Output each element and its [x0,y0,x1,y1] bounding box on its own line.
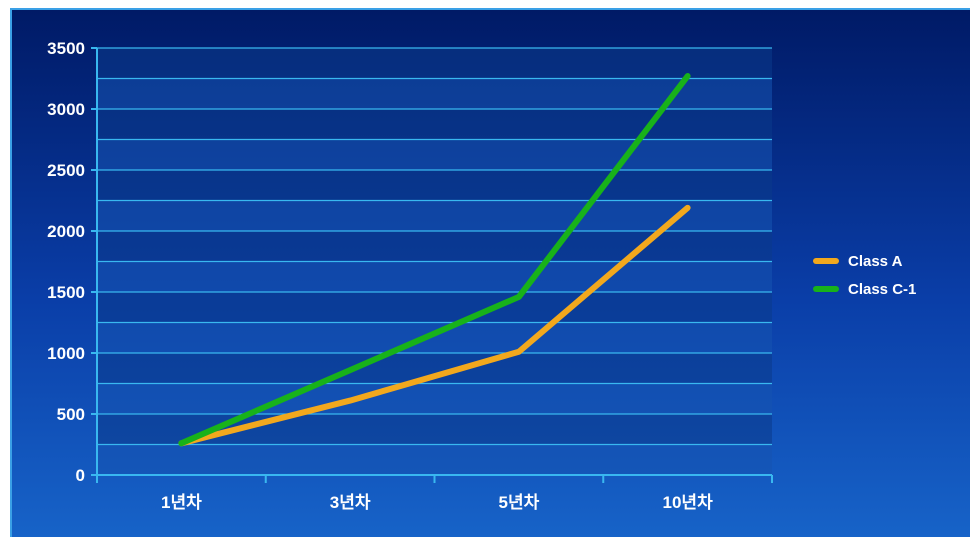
series-line-class-c-1 [178,73,691,447]
y-tick-labels: 0 500 1000 1500 2000 2500 3000 3500 [47,39,85,485]
y-tick-label: 0 [76,466,85,485]
series-lines [178,73,691,447]
x-tick-label: 10년차 [663,493,714,512]
legend: Class A Class C-1 [813,253,916,298]
plot-band [97,231,772,262]
x-tick-label: 5년차 [499,493,540,512]
y-tick-label: 3000 [47,100,85,119]
plot-band [97,322,772,353]
series-line-class-a [178,204,691,447]
legend-label: Class C-1 [848,281,916,298]
y-tick-label: 2500 [47,161,85,180]
y-tick-label: 1500 [47,283,85,302]
plot-band [97,261,772,292]
plot-band [97,292,772,323]
plot-band [97,383,772,414]
y-tick-label: 3500 [47,39,85,58]
plot-band [97,170,772,201]
x-tick-label: 3년차 [330,493,371,512]
y-tick-label: 1000 [47,344,85,363]
y-tick-label: 2000 [47,222,85,241]
x-tick-label: 1년차 [161,493,202,512]
plot-band [97,200,772,231]
y-tick-label: 500 [57,405,85,424]
plot-band [97,444,772,475]
axes [91,47,773,483]
plot-band [97,109,772,140]
legend-label: Class A [848,253,903,270]
plot-band [97,48,772,79]
plot-band [97,78,772,109]
plot-band [97,139,772,170]
x-tick-labels: 1년차 3년차 5년차 10년차 [161,493,713,512]
